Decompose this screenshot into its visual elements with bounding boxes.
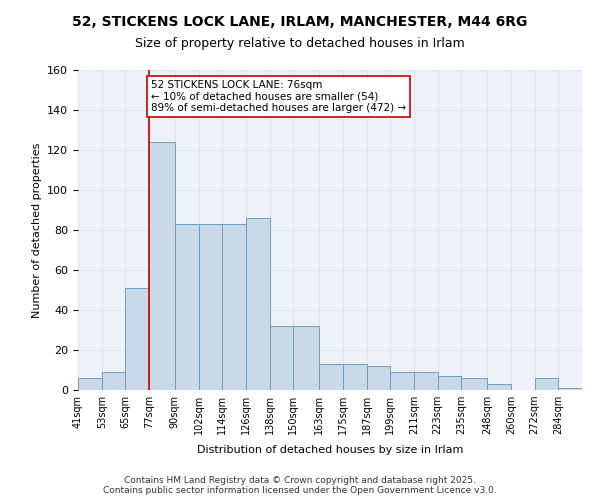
Bar [222, 224, 246, 390]
Bar [319, 364, 343, 390]
Bar [414, 372, 438, 390]
Bar [175, 224, 199, 390]
Text: 52 STICKENS LOCK LANE: 76sqm
← 10% of detached houses are smaller (54)
89% of se: 52 STICKENS LOCK LANE: 76sqm ← 10% of de… [151, 80, 406, 113]
Bar [438, 376, 461, 390]
Bar [270, 326, 293, 390]
Bar [102, 372, 125, 390]
Bar [149, 142, 175, 390]
Bar [343, 364, 367, 390]
Bar [199, 224, 222, 390]
Text: Contains HM Land Registry data © Crown copyright and database right 2025.
Contai: Contains HM Land Registry data © Crown c… [103, 476, 497, 495]
Bar [293, 326, 319, 390]
Bar [246, 218, 270, 390]
Bar [367, 366, 390, 390]
X-axis label: Distribution of detached houses by size in Irlam: Distribution of detached houses by size … [197, 446, 463, 456]
Bar [558, 388, 582, 390]
Bar [535, 378, 558, 390]
Text: 52, STICKENS LOCK LANE, IRLAM, MANCHESTER, M44 6RG: 52, STICKENS LOCK LANE, IRLAM, MANCHESTE… [73, 15, 527, 29]
Bar [487, 384, 511, 390]
Bar [78, 378, 102, 390]
Bar [461, 378, 487, 390]
Bar [125, 288, 149, 390]
Text: Size of property relative to detached houses in Irlam: Size of property relative to detached ho… [135, 38, 465, 51]
Y-axis label: Number of detached properties: Number of detached properties [32, 142, 41, 318]
Bar [390, 372, 414, 390]
